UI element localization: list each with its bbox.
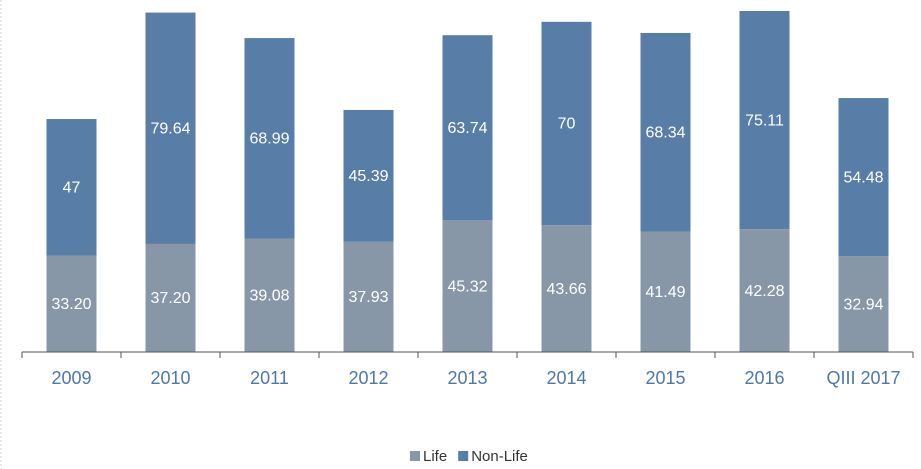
x-tick-label: 2011 xyxy=(250,368,289,388)
bar-segment xyxy=(46,119,97,256)
legend-label: Life xyxy=(423,448,447,465)
value-label: 45.39 xyxy=(348,168,388,185)
bar-segment xyxy=(145,12,196,244)
bar-segment xyxy=(343,241,394,352)
value-label: 70 xyxy=(558,116,576,133)
value-label: 33.20 xyxy=(51,296,91,313)
bar-segment xyxy=(640,231,691,352)
bar-segment xyxy=(442,35,493,221)
bar-segment xyxy=(541,225,592,352)
legend-swatch xyxy=(458,451,469,461)
bar-segment xyxy=(244,38,295,239)
value-label: 75.11 xyxy=(745,112,784,129)
x-tick-label: 2015 xyxy=(645,368,685,388)
value-label: 37.20 xyxy=(150,290,190,307)
bar-segment xyxy=(739,11,790,230)
bar-segment xyxy=(46,255,97,352)
bar-segment xyxy=(145,243,196,352)
x-tick-label: 2016 xyxy=(744,368,784,388)
value-label: 32.94 xyxy=(843,296,883,313)
value-label: 43.66 xyxy=(546,281,586,298)
value-label: 68.34 xyxy=(645,124,685,141)
value-label: 68.99 xyxy=(249,130,289,147)
value-label: 54.48 xyxy=(843,169,883,186)
value-label: 63.74 xyxy=(447,120,487,137)
value-label: 41.49 xyxy=(645,284,685,301)
x-tick-label: 2010 xyxy=(150,368,190,388)
value-label: 45.32 xyxy=(447,278,487,295)
bar-segment xyxy=(541,21,592,226)
legend-swatch xyxy=(410,451,420,461)
value-label: 37.93 xyxy=(348,289,388,306)
x-tick-label: QIII 2017 xyxy=(826,368,900,388)
bar-segment xyxy=(739,229,790,352)
bar-segment xyxy=(838,98,889,257)
bar-segment xyxy=(838,256,889,352)
bar-segment xyxy=(640,32,691,232)
bar-segment xyxy=(442,220,493,352)
x-tick-label: 2013 xyxy=(447,368,487,388)
value-label: 39.08 xyxy=(249,287,289,304)
value-label: 47 xyxy=(63,180,81,197)
bar-segment xyxy=(343,109,394,242)
x-tick-label: 2009 xyxy=(51,368,91,388)
value-label: 79.64 xyxy=(150,120,190,137)
bar-segment xyxy=(244,238,295,352)
value-label: 42.28 xyxy=(744,283,784,300)
x-tick-label: 2012 xyxy=(348,368,388,388)
x-tick-label: 2014 xyxy=(546,368,586,388)
legend-label: Non-Life xyxy=(471,448,528,465)
